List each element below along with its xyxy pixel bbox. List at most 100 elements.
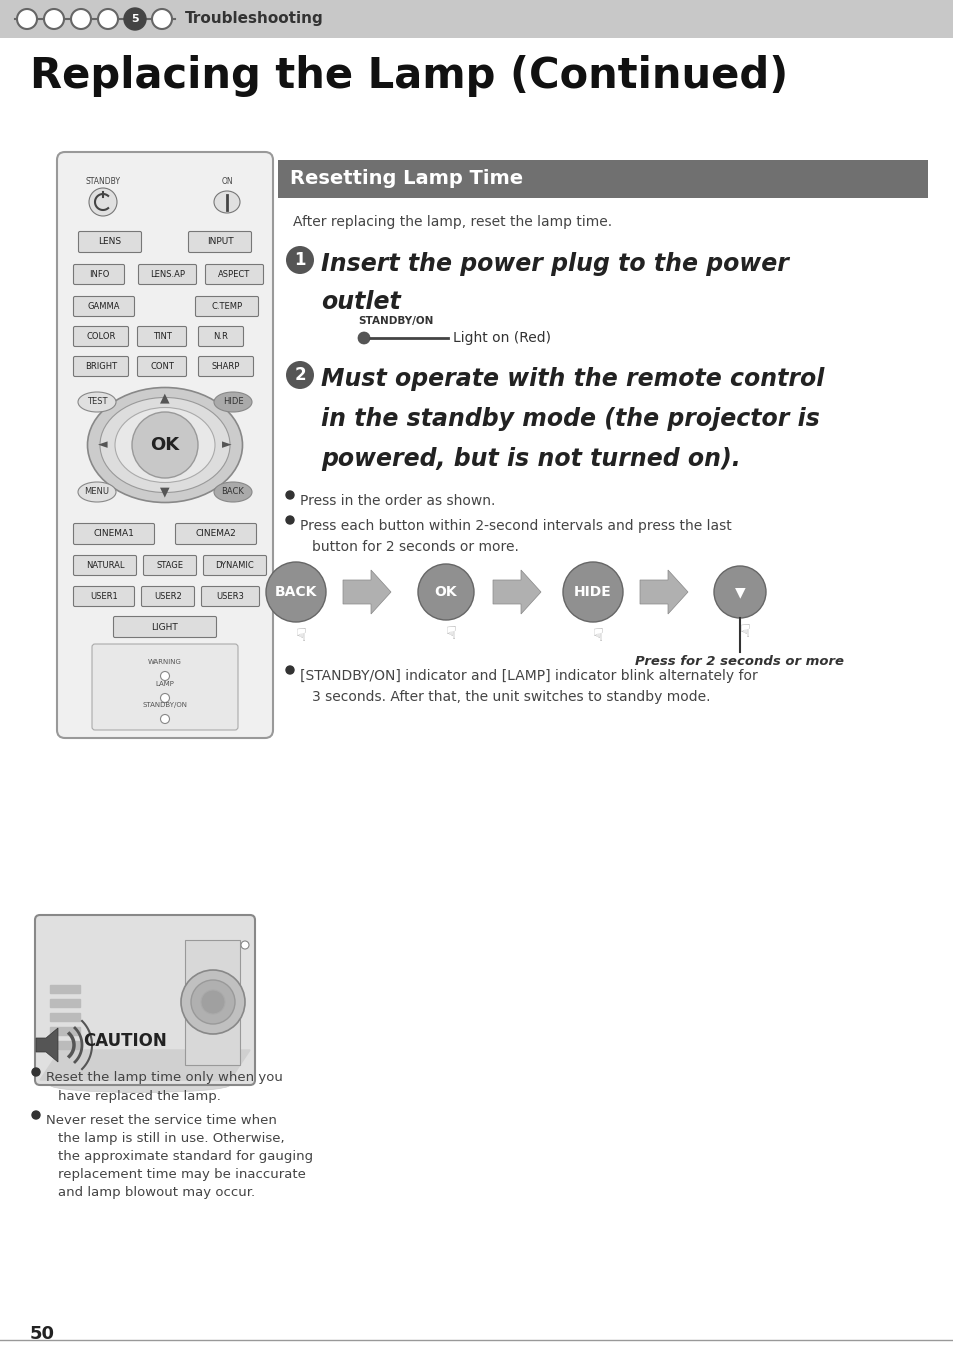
Polygon shape: [50, 999, 80, 1007]
FancyBboxPatch shape: [198, 356, 253, 377]
Circle shape: [44, 9, 64, 28]
FancyBboxPatch shape: [143, 555, 196, 575]
Text: Never reset the service time when: Never reset the service time when: [46, 1114, 276, 1127]
FancyBboxPatch shape: [137, 356, 186, 377]
Text: Press for 2 seconds or more: Press for 2 seconds or more: [635, 655, 843, 668]
Text: Light on (Red): Light on (Red): [453, 331, 551, 346]
Text: STANDBY/ON: STANDBY/ON: [142, 702, 188, 707]
Circle shape: [191, 980, 234, 1025]
Bar: [277, 161, 927, 198]
FancyBboxPatch shape: [205, 265, 263, 285]
Circle shape: [417, 564, 474, 620]
Text: STANDBY: STANDBY: [86, 177, 120, 186]
Text: OK: OK: [435, 585, 456, 599]
FancyBboxPatch shape: [198, 327, 243, 347]
Circle shape: [160, 714, 170, 724]
Text: Troubleshooting: Troubleshooting: [185, 12, 323, 27]
Circle shape: [124, 8, 146, 30]
Text: OK: OK: [151, 436, 179, 454]
Polygon shape: [50, 1027, 80, 1035]
Polygon shape: [50, 1012, 80, 1021]
Polygon shape: [50, 1041, 80, 1049]
FancyBboxPatch shape: [201, 586, 259, 606]
Text: C.TEMP: C.TEMP: [212, 302, 242, 311]
Text: ◄: ◄: [98, 439, 108, 451]
Text: COLOR: COLOR: [86, 332, 115, 342]
Text: Replacing the Lamp (Continued): Replacing the Lamp (Continued): [30, 55, 787, 97]
Text: in the standby mode (the projector is: in the standby mode (the projector is: [320, 406, 819, 431]
Ellipse shape: [78, 482, 116, 502]
Polygon shape: [639, 570, 687, 614]
FancyBboxPatch shape: [195, 297, 258, 316]
Text: ☟: ☟: [295, 626, 306, 645]
Circle shape: [562, 562, 622, 622]
FancyBboxPatch shape: [73, 555, 136, 575]
Circle shape: [286, 516, 294, 524]
FancyBboxPatch shape: [113, 617, 216, 637]
Text: STANDBY/ON: STANDBY/ON: [357, 316, 433, 325]
Text: WARNING: WARNING: [148, 659, 182, 666]
Text: the approximate standard for gauging: the approximate standard for gauging: [58, 1150, 313, 1162]
Circle shape: [152, 9, 172, 28]
Text: ►: ►: [222, 439, 232, 451]
FancyBboxPatch shape: [91, 644, 237, 730]
Circle shape: [32, 1068, 40, 1076]
Text: DYNAMIC: DYNAMIC: [215, 562, 254, 570]
Circle shape: [286, 246, 314, 274]
Text: MENU: MENU: [85, 487, 110, 497]
Ellipse shape: [115, 408, 214, 482]
Polygon shape: [343, 570, 391, 614]
Polygon shape: [40, 1050, 250, 1080]
Text: USER1: USER1: [90, 593, 118, 601]
FancyBboxPatch shape: [141, 586, 194, 606]
Text: LENS.AP: LENS.AP: [150, 270, 185, 279]
Text: BRIGHT: BRIGHT: [85, 362, 117, 371]
Ellipse shape: [100, 397, 230, 493]
Text: LENS: LENS: [98, 238, 121, 247]
Text: [STANDBY/ON] indicator and [LAMP] indicator blink alternately for: [STANDBY/ON] indicator and [LAMP] indica…: [299, 670, 757, 683]
Circle shape: [201, 990, 225, 1014]
Circle shape: [357, 332, 370, 344]
Text: button for 2 seconds or more.: button for 2 seconds or more.: [312, 540, 518, 553]
Text: SHARP: SHARP: [212, 362, 240, 371]
Text: HIDE: HIDE: [574, 585, 611, 599]
Text: ☟: ☟: [592, 626, 603, 645]
FancyBboxPatch shape: [175, 524, 256, 544]
Text: ON: ON: [221, 177, 233, 186]
Text: powered, but is not turned on).: powered, but is not turned on).: [320, 447, 740, 471]
Circle shape: [98, 9, 118, 28]
FancyBboxPatch shape: [73, 327, 129, 347]
Text: outlet: outlet: [320, 290, 400, 315]
Circle shape: [17, 9, 37, 28]
FancyBboxPatch shape: [137, 327, 186, 347]
Circle shape: [89, 188, 117, 216]
Text: Reset the lamp time only when you: Reset the lamp time only when you: [46, 1071, 283, 1084]
Text: USER3: USER3: [216, 593, 244, 601]
Circle shape: [181, 971, 245, 1034]
Circle shape: [713, 566, 765, 618]
Text: Resetting Lamp Time: Resetting Lamp Time: [290, 170, 522, 189]
Text: 3 seconds. After that, the unit switches to standby mode.: 3 seconds. After that, the unit switches…: [312, 690, 710, 703]
Text: 50: 50: [30, 1324, 55, 1343]
Text: CINEMA2: CINEMA2: [195, 529, 236, 539]
Text: BACK: BACK: [221, 487, 244, 497]
FancyBboxPatch shape: [189, 231, 252, 252]
Circle shape: [266, 562, 326, 622]
Text: BACK: BACK: [274, 585, 316, 599]
Text: GAMMA: GAMMA: [88, 302, 120, 311]
Text: N.R: N.R: [213, 332, 228, 342]
Text: NATURAL: NATURAL: [86, 562, 124, 570]
Text: CONT: CONT: [150, 362, 173, 371]
Circle shape: [71, 9, 91, 28]
Ellipse shape: [78, 392, 116, 412]
Ellipse shape: [50, 1077, 230, 1092]
Text: Press in the order as shown.: Press in the order as shown.: [299, 494, 495, 508]
Text: CAUTION: CAUTION: [83, 1031, 167, 1050]
FancyBboxPatch shape: [73, 524, 154, 544]
FancyBboxPatch shape: [203, 555, 266, 575]
Text: Insert the power plug to the power: Insert the power plug to the power: [320, 252, 788, 275]
Text: HIDE: HIDE: [222, 397, 243, 406]
Polygon shape: [50, 986, 80, 994]
FancyBboxPatch shape: [35, 915, 254, 1085]
Text: 1: 1: [294, 251, 305, 269]
